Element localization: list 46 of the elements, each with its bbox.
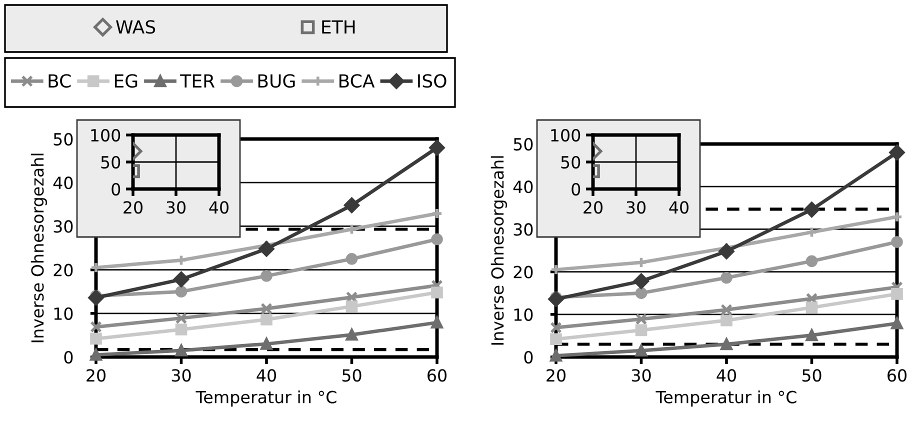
y-tick-label: 10: [514, 308, 533, 321]
x-tick-label: 30: [172, 369, 191, 382]
x-tick-label: 60: [888, 369, 906, 382]
y-tick-label: 100: [551, 128, 580, 142]
legend-label: BUG: [258, 74, 295, 88]
y-tick-label: 50: [561, 156, 580, 169]
y-tick-label: 20: [54, 264, 73, 276]
y-tick-label: 20: [514, 266, 533, 278]
x-tick-label: 30: [626, 201, 646, 214]
x-tick-label: 20: [584, 201, 602, 214]
y-tick-label: 40: [53, 176, 73, 190]
x-tick-label: 50: [342, 369, 362, 382]
x-tick-label: 20: [124, 201, 142, 214]
x-tick-label: 20: [546, 369, 566, 382]
y-tick-label: 30: [54, 220, 73, 233]
legend-label: BC: [48, 74, 71, 88]
y-tick-label: 50: [54, 132, 73, 146]
legend-label: WAS: [116, 20, 156, 34]
x-tick-label: 20: [86, 369, 106, 382]
x-tick-label: 40: [716, 369, 736, 382]
x-tick-label: 30: [166, 201, 186, 214]
y-tick-label: 0: [524, 350, 533, 364]
y-tick-label: 50: [514, 138, 533, 151]
x-tick-label: 40: [669, 201, 688, 214]
y-tick-label: 0: [64, 350, 73, 364]
y-tick-label: 30: [514, 223, 533, 236]
x-tick-label: 60: [428, 369, 446, 382]
legend-label: ISO: [418, 74, 446, 88]
x-tick-label: 30: [632, 369, 651, 382]
y-axis-title: Inverse Ohnesorgezahl: [30, 154, 48, 342]
x-tick-label: 40: [256, 369, 276, 382]
y-tick-label: 10: [54, 307, 73, 320]
x-axis-title: Temperatur in °C: [656, 390, 796, 407]
y-axis-title: Inverse Ohnesorgezahl: [490, 156, 508, 345]
legend-label: EG: [114, 74, 138, 88]
y-tick-label: 100: [91, 128, 120, 142]
legend-label: ETH: [322, 20, 355, 34]
y-tick-label: 0: [572, 182, 580, 196]
y-tick-label: 40: [513, 180, 533, 194]
legend-label: TER: [180, 74, 215, 88]
legend-label: BCA: [340, 74, 375, 88]
y-tick-label: 0: [112, 182, 120, 196]
x-axis-title: Temperatur in °C: [196, 390, 336, 407]
x-tick-label: 50: [802, 369, 822, 382]
y-tick-label: 50: [101, 156, 120, 169]
x-tick-label: 40: [209, 201, 228, 214]
